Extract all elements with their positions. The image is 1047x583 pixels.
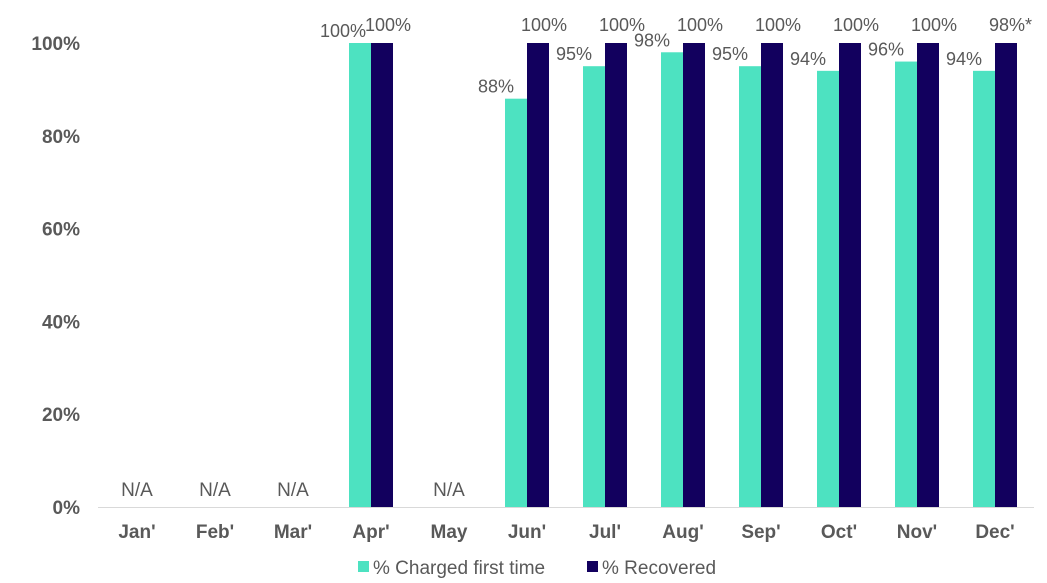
x-tick-label: Feb' [196,522,234,543]
bar [527,43,549,507]
x-tick-label: Jun' [508,522,546,543]
data-label: 96% [868,40,904,60]
bar [917,43,939,507]
data-label: 100% [521,15,567,35]
bar [973,70,995,507]
x-tick-label: Jul' [589,522,621,543]
x-tick-label: Nov' [897,522,937,543]
data-label: 94% [946,49,982,69]
x-tick-label: Jan' [118,522,155,543]
legend-label-charged-first-time: % Charged first time [373,558,545,579]
na-label: N/A [433,480,465,501]
bar [839,43,861,507]
legend-label-recovered: % Recovered [602,558,716,579]
bar [895,61,917,508]
y-tick-label: 60% [42,220,80,241]
na-label: N/A [199,480,231,501]
x-tick-label: May [431,522,468,543]
y-tick-label: 20% [42,405,80,426]
bar [739,66,761,507]
x-tick-label: Dec' [975,522,1014,543]
legend-swatch-charged-first-time [358,561,369,572]
x-tick-label: Oct' [821,522,857,543]
data-label: 100% [755,15,801,35]
bar [661,52,683,507]
y-axis: 0% 20% 40% 60% 80% 100% [31,34,80,519]
bar [605,43,627,507]
legend: % Charged first time % Recovered [358,558,716,579]
legend-swatch-recovered [587,561,598,572]
x-axis: Jan' Feb' Mar' Apr' May Jun' Jul' Aug' Sep' Oct' N… [98,507,1034,543]
na-label: N/A [277,480,309,501]
data-label: 100% [599,15,645,35]
x-tick-label: Mar' [274,522,312,543]
bar [683,43,705,507]
y-tick-label: 40% [42,312,80,333]
y-tick-label: 0% [53,498,81,519]
data-label: 98% [634,30,670,50]
y-tick-label: 100% [31,34,80,55]
data-label: 95% [556,44,592,64]
bar [349,43,371,507]
x-tick-label: Apr' [352,522,389,543]
bar [761,43,783,507]
data-label: 88% [478,77,514,97]
data-label: 100% [677,15,723,35]
bar [371,43,393,507]
y-tick-label: 80% [42,127,80,148]
data-label: 95% [712,44,748,64]
x-tick-label: Aug' [662,522,703,543]
data-label: 100% [365,15,411,35]
bar [505,98,527,508]
data-label: 100% [833,15,879,35]
bar [583,66,605,507]
x-tick-label: Sep' [741,522,780,543]
data-label: 100% [320,21,366,41]
bar [817,70,839,507]
data-label: 94% [790,49,826,69]
data-label: 100% [911,15,957,35]
na-label: N/A [121,480,153,501]
data-label: 98%* [989,15,1032,35]
bar [995,43,1017,507]
